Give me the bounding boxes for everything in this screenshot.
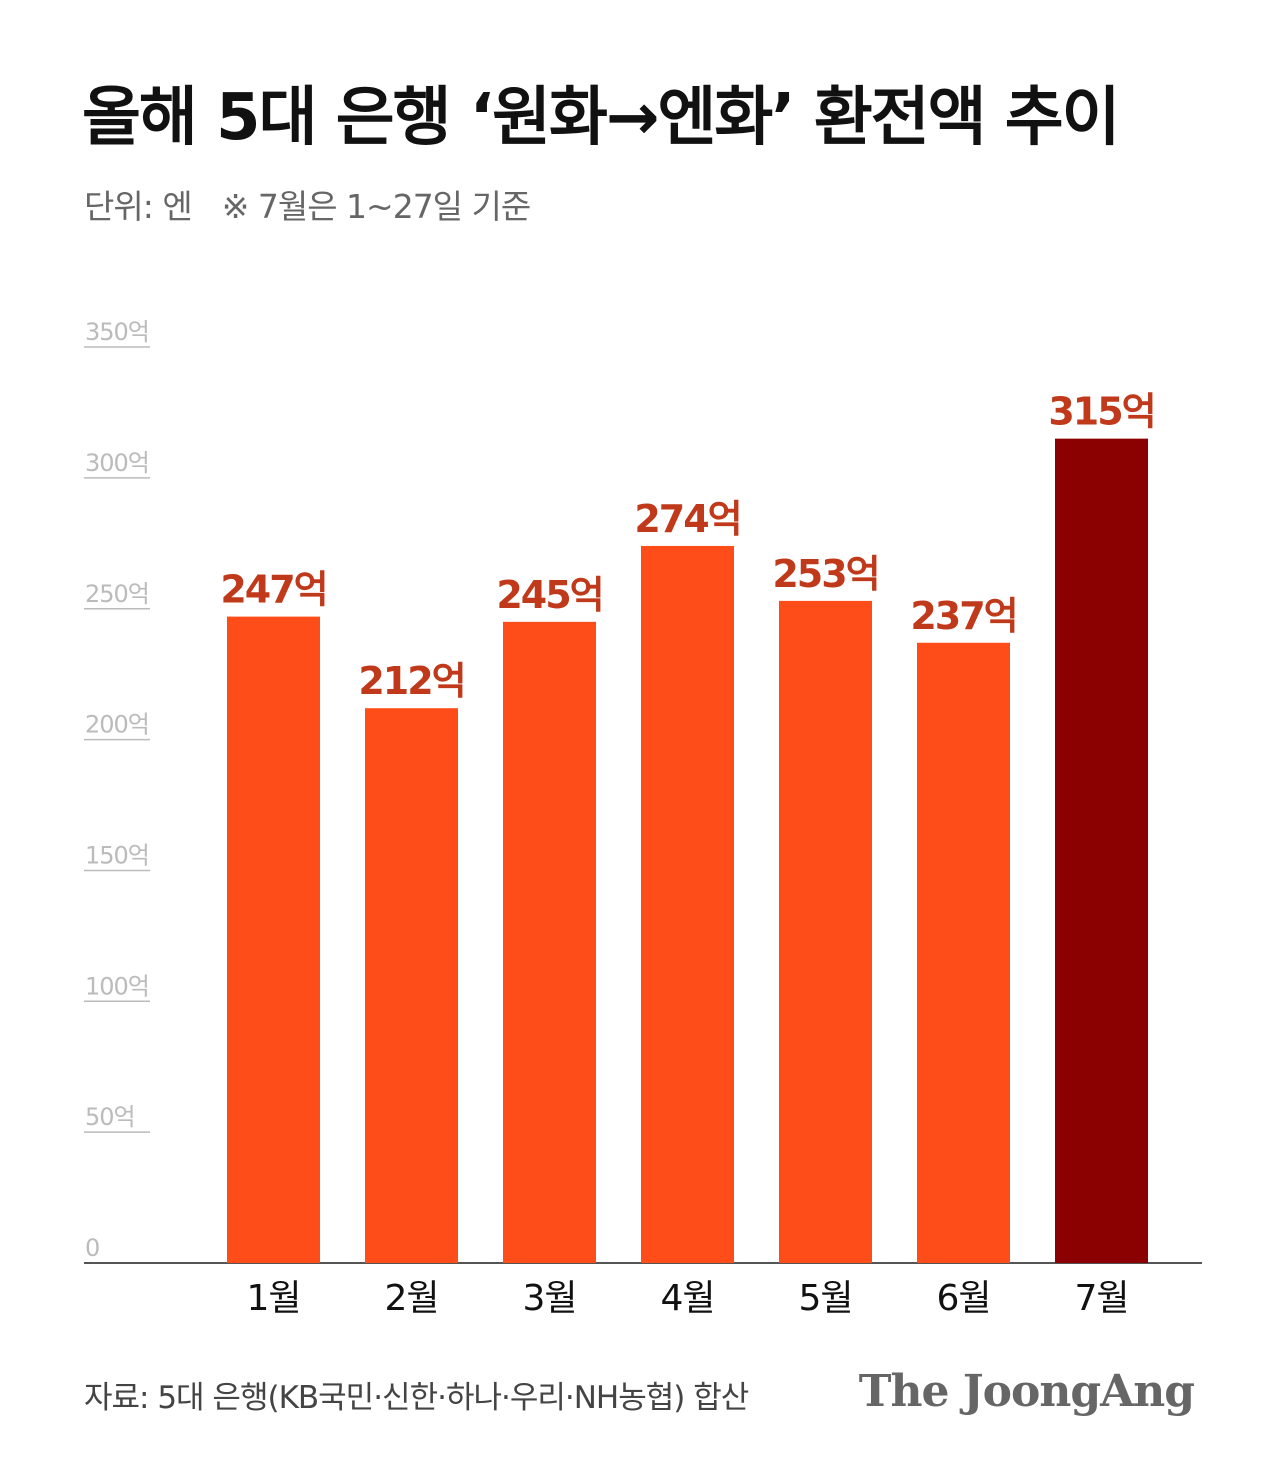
brand-logo: The JoongAng [858, 1366, 1195, 1417]
category-label-7: 7월 [1074, 1278, 1128, 1319]
value-label-7: 315억 [1048, 390, 1154, 434]
category-label-5: 5월 [798, 1278, 852, 1319]
unit-label: 단위: 엔 [84, 187, 193, 226]
y-tick-label: 150억 [85, 841, 149, 869]
category-label-6: 6월 [936, 1278, 990, 1319]
bar-7 [1055, 438, 1148, 1263]
y-tick-label: 100억 [85, 972, 149, 1000]
value-label-4: 274억 [634, 497, 740, 541]
period-note: ※ 7월은 1~27일 기준 [221, 187, 532, 226]
chart-subtitle: 단위: 엔 ※ 7월은 1~27일 기준 [84, 180, 532, 228]
y-tick-label: 250억 [85, 580, 149, 608]
bar-5 [779, 600, 872, 1263]
source-note: 자료: 5대 은행(KB국민·신한·하나·우리·NH농협) 합산 [84, 1380, 749, 1416]
y-tick-label: 350억 [85, 318, 149, 346]
category-label-2: 2월 [384, 1278, 438, 1319]
category-label-4: 4월 [660, 1278, 714, 1319]
category-label-1: 1월 [246, 1278, 300, 1319]
value-label-6: 237억 [910, 594, 1016, 638]
value-label-1: 247억 [220, 568, 326, 612]
value-label-2: 212억 [358, 659, 464, 703]
y-tick-label: 300억 [85, 449, 149, 477]
bar-2 [365, 708, 458, 1263]
bar-1 [227, 616, 320, 1263]
y-tick-label: 0 [85, 1234, 99, 1262]
bar-6 [917, 642, 1010, 1263]
chart-title: 올해 5대 은행 ‘원화→엔화’ 환전액 추이 [82, 81, 1121, 155]
value-label-3: 245억 [496, 573, 602, 617]
y-tick-label: 50억 [85, 1103, 135, 1131]
bar-4 [641, 545, 734, 1263]
y-tick-label: 200억 [85, 711, 149, 739]
category-label-3: 3월 [522, 1278, 576, 1319]
value-label-5: 253억 [772, 552, 878, 596]
bar-3 [503, 621, 596, 1263]
